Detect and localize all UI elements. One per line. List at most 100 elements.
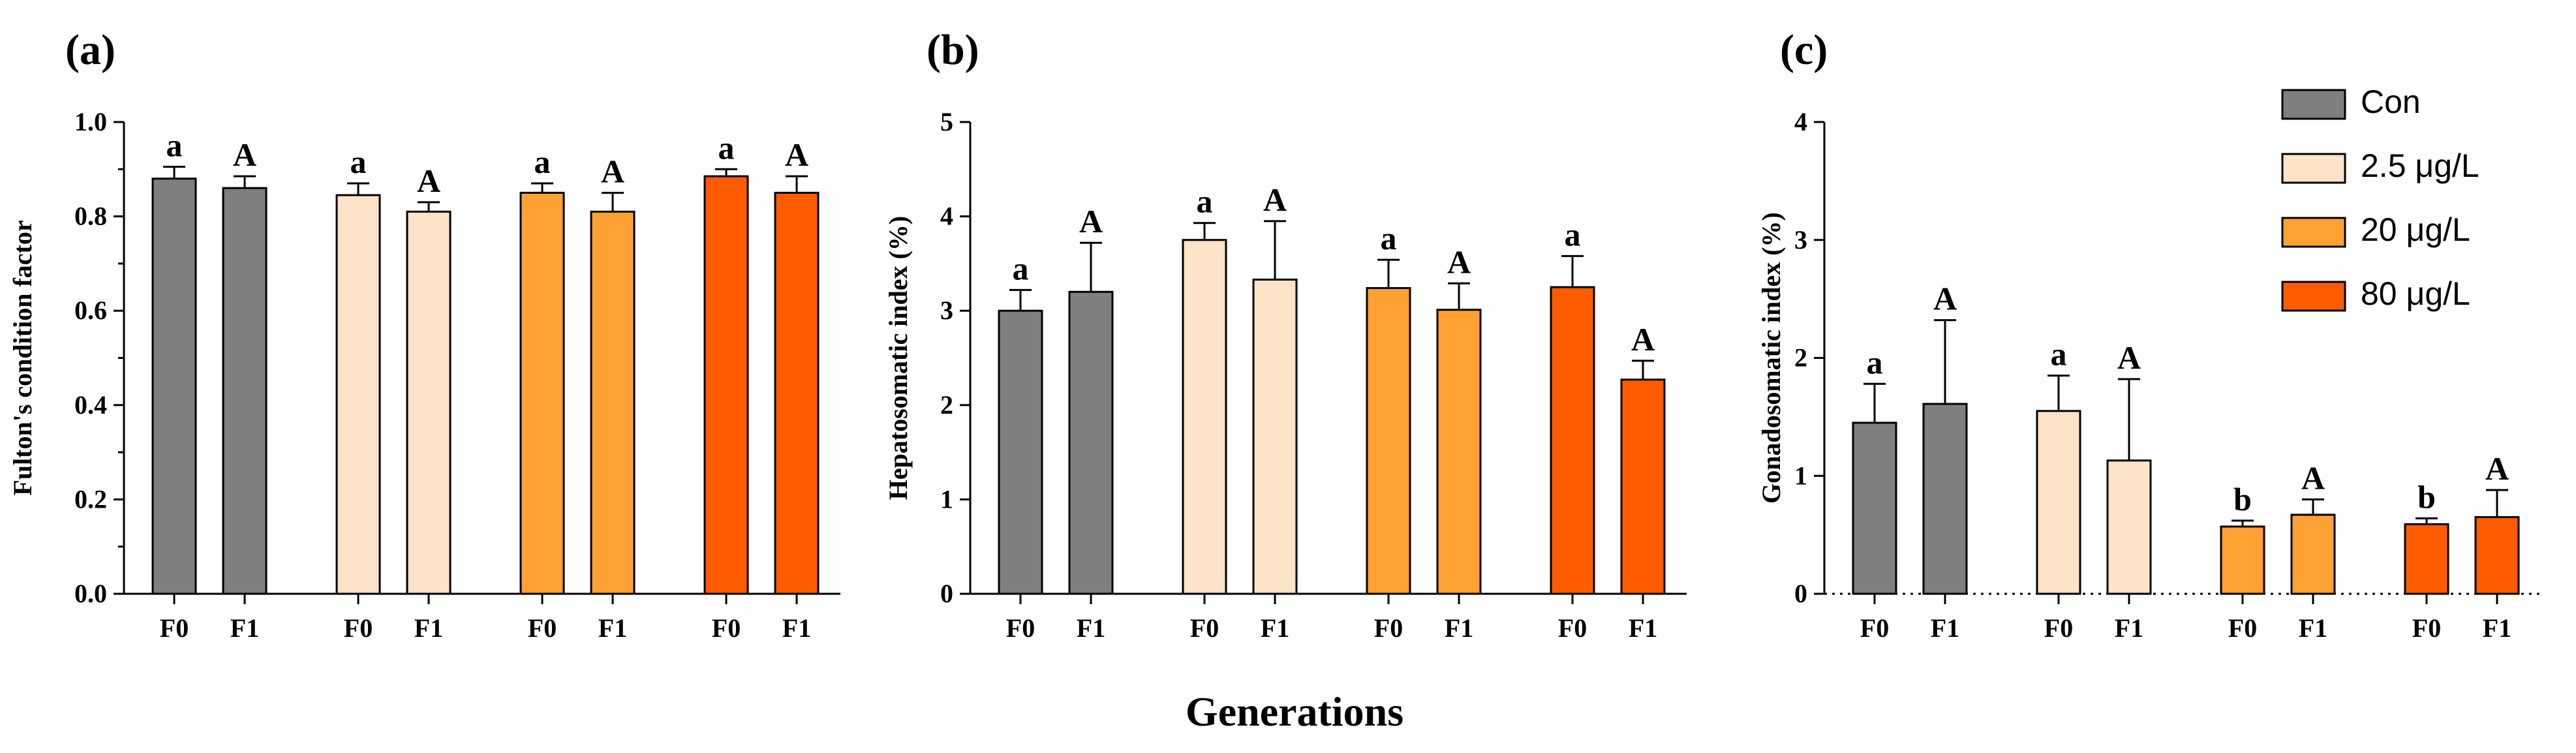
x-tick-label: F1 (1931, 613, 1959, 643)
significance-label: b (2417, 478, 2436, 515)
legend-swatch-20 (2281, 217, 2346, 248)
chart-panel-3: (c) Gonadosomatic index (%) 0 1 2 3 4 a F0 A F1 a F0… (1756, 26, 2541, 643)
bar (1252, 278, 1298, 595)
y-tick-label: 2 (940, 390, 953, 420)
bar (2474, 516, 2520, 595)
x-tick-label: F1 (1077, 613, 1105, 643)
x-tick-label: F1 (1261, 613, 1289, 643)
bar (2290, 514, 2336, 595)
significance-label: A (1631, 321, 1655, 358)
y-tick-label: 4 (940, 202, 953, 231)
bar (1922, 403, 1968, 595)
bar (2220, 525, 2265, 595)
bar (1366, 286, 1411, 595)
bar (1182, 239, 1227, 595)
significance-label: a (718, 129, 735, 166)
significance-label: b (2233, 481, 2252, 517)
x-axis-title: Generations (1186, 688, 1403, 735)
x-tick-label: F0 (2228, 613, 2257, 643)
x-tick-label: F1 (1629, 613, 1657, 643)
bar (590, 210, 636, 595)
significance-label: A (1447, 243, 1471, 280)
significance-label: a (1013, 250, 1029, 286)
legend-swatch-2-5 (2281, 153, 2346, 184)
significance-label: A (417, 162, 440, 199)
legend-swatch-con (2281, 89, 2346, 120)
x-tick-label: F0 (2412, 613, 2441, 643)
y-tick-label: 0.6 (74, 296, 107, 325)
bar (222, 187, 268, 595)
bar (335, 194, 381, 595)
bar (1550, 286, 1595, 595)
x-tick-label: F1 (782, 613, 811, 643)
bar (1852, 422, 1897, 595)
x-tick-label: F0 (1860, 613, 1889, 643)
y-axis-title: Gonadosomatic index (%) (1756, 212, 1786, 504)
significance-label: A (2301, 459, 2325, 496)
bar (1068, 290, 1114, 595)
x-tick-label: F0 (344, 613, 373, 643)
legend-label-con: Con (2361, 84, 2421, 120)
significance-label: A (1079, 203, 1103, 239)
x-tick-label: F0 (1190, 613, 1219, 643)
x-tick-label: F0 (1374, 613, 1403, 643)
x-tick-label: F1 (230, 613, 259, 643)
panel-label: (c) (1780, 26, 1828, 74)
bar (1620, 378, 1666, 595)
bar (151, 177, 197, 595)
y-tick-label: 0 (1794, 579, 1807, 608)
significance-label: a (1381, 220, 1397, 256)
x-tick-label: F0 (160, 613, 189, 643)
legend-swatch-80 (2281, 281, 2346, 312)
significance-label: a (166, 127, 183, 164)
bar (1436, 309, 1482, 595)
x-tick-label: F0 (712, 613, 741, 643)
panel-label: (b) (927, 26, 979, 74)
y-tick-label: 0 (940, 579, 953, 608)
chart-panel-1: (a) Fulton's condition factor 0.0 0.2 0.4 0.6… (8, 26, 840, 643)
bar (703, 175, 749, 595)
significance-label: A (601, 153, 624, 189)
y-tick-label: 1.0 (74, 107, 107, 136)
panel-label: (a) (65, 26, 115, 74)
significance-label: a (350, 144, 367, 180)
x-tick-label: F1 (598, 613, 627, 643)
legend-label-2-5: 2.5 μg/L (2361, 147, 2479, 184)
bar (519, 191, 565, 595)
significance-label: A (1263, 181, 1287, 218)
significance-label: A (785, 136, 808, 173)
significance-label: A (1933, 281, 1957, 317)
significance-label: a (1565, 216, 1581, 253)
x-tick-label: F1 (2483, 613, 2511, 643)
y-axis-title: Fulton's condition factor (8, 220, 37, 495)
y-tick-label: 0.4 (74, 390, 107, 420)
y-tick-label: 0.8 (74, 202, 107, 231)
significance-label: a (2051, 336, 2067, 373)
legend-label-20: 20 μg/L (2361, 211, 2470, 248)
x-tick-label: F0 (2044, 613, 2073, 643)
x-tick-label: F1 (414, 613, 443, 643)
bar (406, 210, 452, 595)
legend-label-80: 80 μg/L (2361, 275, 2470, 312)
bar (2404, 523, 2449, 595)
panels: (a) Fulton's condition factor 0.0 0.2 0.4 0.6… (8, 26, 2541, 643)
x-tick-label: F1 (2115, 613, 2143, 643)
y-tick-label: 1 (1794, 461, 1807, 490)
x-tick-label: F0 (1558, 613, 1587, 643)
y-tick-label: 0.0 (74, 579, 107, 608)
significance-label: A (2117, 339, 2141, 376)
y-tick-label: 2 (1794, 343, 1807, 373)
significance-label: A (2485, 450, 2509, 487)
y-tick-label: 4 (1794, 107, 1807, 136)
y-axis-title: Hepatosomatic index (%) (883, 216, 913, 500)
bar (774, 191, 820, 595)
x-tick-label: F0 (1006, 613, 1035, 643)
significance-label: A (233, 136, 256, 173)
significance-label: a (1867, 344, 1883, 380)
y-tick-label: 1 (940, 484, 953, 514)
chart-panel-2: (b) Hepatosomatic index (%) 0 1 2 3 4 5 a F0 A F1 a F… (883, 26, 1687, 643)
x-tick-label: F1 (1445, 613, 1473, 643)
significance-label: a (534, 144, 551, 180)
y-tick-label: 5 (940, 107, 953, 136)
